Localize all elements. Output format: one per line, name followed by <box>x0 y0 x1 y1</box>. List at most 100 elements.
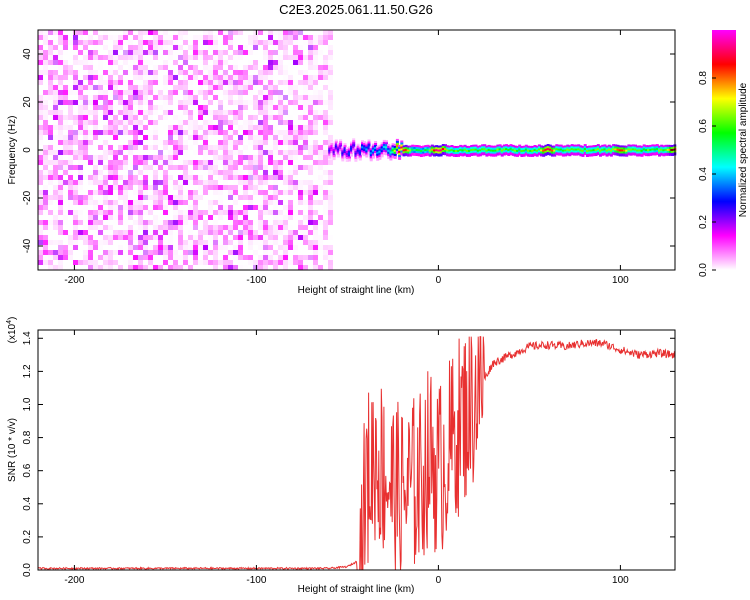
spectrogram-cell <box>478 153 482 157</box>
spectrogram-cell <box>73 70 78 75</box>
spectrogram-cell <box>88 30 93 35</box>
spectrogram-cell <box>411 150 415 154</box>
spectrogram-cell <box>500 145 504 149</box>
spectrogram-cell <box>330 141 334 145</box>
spectrogram-cell <box>43 70 48 75</box>
spectrogram-cell <box>183 145 188 150</box>
spectrogram-cell <box>278 225 283 230</box>
spectrogram-cell <box>68 40 73 45</box>
spectrogram-cell <box>163 130 168 135</box>
spectrogram-cell <box>293 65 298 70</box>
spectrogram-cell <box>53 110 58 115</box>
spectrogram-cell <box>605 153 609 157</box>
spectrogram-cell <box>58 60 63 65</box>
spectrogram-cell <box>198 175 203 180</box>
spectrogram-cell <box>43 180 48 185</box>
spectrogram-cell <box>594 145 598 148</box>
spectrogram-cell <box>198 165 203 170</box>
spectrogram-cell <box>303 85 308 90</box>
spectrogram-cell <box>583 150 587 154</box>
spectrogram-cell <box>509 144 513 148</box>
spectrogram-cell <box>93 180 98 185</box>
spectrogram-cell <box>522 149 526 153</box>
spectrogram-cell <box>138 70 143 75</box>
spectrogram-cell <box>158 230 163 235</box>
spectrogram-cell <box>358 153 362 157</box>
spectrogram-cell <box>248 130 253 135</box>
spectrogram-cell <box>198 215 203 220</box>
spectrogram-cell <box>98 230 103 235</box>
spectrogram-cell <box>452 153 456 157</box>
spectrogram-cell <box>103 185 108 190</box>
spectrogram-cell <box>123 95 128 100</box>
spectrogram-cell <box>58 225 63 230</box>
spectrogram-cell <box>339 149 343 153</box>
spectrogram-cell <box>481 146 485 150</box>
spectrogram-cell <box>278 110 283 115</box>
spectrogram-cell <box>103 40 108 45</box>
spectrogram-cell <box>248 65 253 70</box>
spectrogram-cell <box>58 115 63 120</box>
spectrogram-cell <box>58 40 63 45</box>
spectrogram-cell <box>258 105 263 110</box>
spectrogram-cell <box>173 205 178 210</box>
spectrogram-cell <box>278 215 283 220</box>
spectrogram-cell <box>450 145 454 148</box>
spectrogram-cell <box>253 265 258 270</box>
spectrogram-cell <box>328 55 333 60</box>
spectrogram-cell <box>298 95 303 100</box>
spectrogram-cell <box>93 155 98 160</box>
spectrogram-cell <box>298 265 303 270</box>
spectrogram-cell <box>658 153 661 157</box>
spectrogram-cell <box>328 205 333 210</box>
spectrogram-cell <box>278 150 283 155</box>
spectrogram-cell <box>228 65 233 70</box>
spectrogram-cell <box>400 142 404 146</box>
spectrogram-cell <box>570 146 574 150</box>
spectrogram-cell <box>361 150 364 154</box>
spectrogram-cell <box>283 160 288 165</box>
spectrogram-cell <box>68 90 73 95</box>
spectrogram-cell <box>293 55 298 60</box>
spectrogram-cell <box>334 149 338 153</box>
spectrogram-cell <box>391 149 395 153</box>
spectrogram-cell <box>213 75 218 80</box>
spectrogram-cell <box>263 165 268 170</box>
spectrogram-cell <box>636 145 640 149</box>
spectrogram-cell <box>43 145 48 150</box>
spectrogram-cell <box>298 180 303 185</box>
spectrogram-cell <box>607 150 611 154</box>
spectrogram-cell <box>625 149 629 153</box>
spectrogram-cell <box>668 144 672 148</box>
spectrogram-cell <box>163 95 168 100</box>
snr-y-tick-label: 1.4 <box>22 331 33 345</box>
spectrogram-cell <box>108 110 113 115</box>
spectrogram-cell <box>208 115 213 120</box>
spectrogram-cell <box>43 170 48 175</box>
spectrogram-cell <box>243 225 248 230</box>
spectrogram-cell <box>203 230 208 235</box>
spectrogram-cell <box>138 50 143 55</box>
spectrogram-cell <box>228 75 233 80</box>
spectrogram-cell <box>308 40 313 45</box>
spectrogram-cell <box>213 245 218 250</box>
spectrogram-cell <box>118 185 123 190</box>
spectrogram-cell <box>660 150 664 154</box>
spectrogram-cell <box>546 152 550 155</box>
spectrogram-cell <box>133 180 138 185</box>
spectrogram-cell <box>138 225 143 230</box>
spectrogram-cell <box>38 245 43 250</box>
spectrogram-cell <box>238 210 243 215</box>
spectrogram-cell <box>268 75 273 80</box>
spectrogram-cell <box>38 70 43 75</box>
spectrogram-cell <box>128 250 133 255</box>
spectrogram-cell <box>158 240 163 245</box>
spectrogram-cell <box>273 260 278 265</box>
spectrogram-cell <box>118 210 123 215</box>
spectrogram-cell <box>577 152 581 156</box>
spectrogram-cell <box>193 90 198 95</box>
spectrogram-cell <box>133 115 138 120</box>
spectrogram-cell <box>93 50 98 55</box>
spectrogram-cell <box>352 144 356 148</box>
spectrogram-cell <box>288 145 293 150</box>
